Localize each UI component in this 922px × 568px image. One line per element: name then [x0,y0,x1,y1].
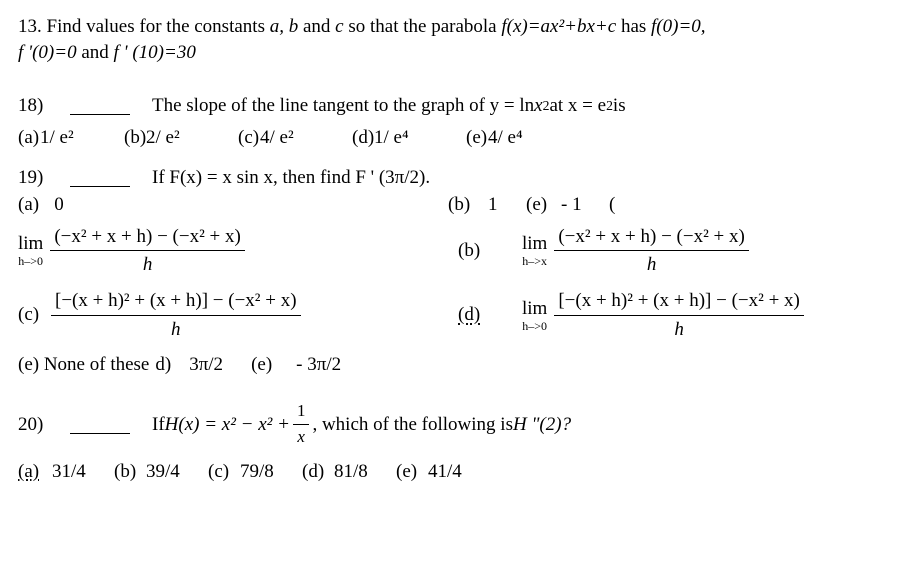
den-d: h [554,316,804,343]
lim-sub-a: h–>0 [18,255,43,267]
q20-text2: , which of the following is [312,412,513,438]
q19-bv: 1 [488,192,526,218]
q19-b: (b) [448,192,488,218]
q20-cv: 79/8 [240,459,302,485]
q19-av: 0 [40,192,78,218]
q18-e: (e) [466,125,488,151]
q18-x2: x [534,93,542,119]
num-a: (−x² + x + h) − (−x² + x) [50,224,245,252]
q13-line2a: f '(0)=0 [18,42,77,63]
blank-20 [70,418,130,433]
question-18: 18) The slope of the line tangent to the… [18,93,904,150]
lim-label-d: lim [522,299,547,318]
q13-line1c: so that the parabola [344,16,502,37]
q19-limit-b: (b) lim h–>x (−x² + x + h) − (−x² + x) h [458,224,878,278]
q19-ev: - 1 [561,192,609,218]
q19-text: If F(x) = x sin x, then find F ' (3π/2). [152,165,430,191]
lim-sub-d: h–>0 [522,320,547,332]
blank-18 [70,100,130,115]
q13-line1b: and [298,16,335,37]
den-a: h [50,251,245,278]
q18-num: 18) [18,93,66,119]
q20-frac-den: x [293,425,310,449]
q18-a: (a) [18,125,40,151]
num-b: (−x² + x + h) − (−x² + x) [554,224,749,252]
q18-ev: 4/ e⁴ [488,125,523,151]
q19-e2: (e) [251,352,272,378]
q13-line1a: 13. Find values for the constants [18,16,270,37]
lim-label-a: lim [18,234,43,253]
num-d: [−(x + h)² + (x + h)] − (−x² + x) [554,288,804,316]
q18-dv: 1/ e⁴ [374,125,442,151]
den-b: h [554,251,749,278]
q20-frac-num: 1 [293,400,310,425]
blank-19 [70,171,130,186]
den-c: h [51,316,301,343]
q18-b: (b) [124,125,146,151]
q19-d2: d) [155,352,171,378]
q13-line2c: f ' (10)=30 [114,42,196,63]
q18-cv: 4/ e² [260,125,328,151]
q19-d: (d) [458,304,480,325]
q20-av: 31/4 [52,459,114,485]
q19-none: (e) None of these [18,352,149,378]
q18-text1: The slope of the line tangent to the gra… [152,93,534,119]
q18-c: (c) [238,125,260,151]
q18-av: 1/ e² [40,125,100,151]
q19-num: 19) [18,165,66,191]
q13-fx: f(x)=ax²+bx+c [501,16,616,37]
q20-d: (d) [302,459,334,485]
question-20: 20) If H(x) = x² − x² + 1 x , which of t… [18,400,904,485]
q13-f0: f(0)=0, [651,16,706,37]
lim-sub-b: h–>x [522,255,547,267]
q19-limit-d: (d) lim h–>0 [−(x + h)² + (x + h)] − (−x²… [458,288,878,342]
q19-limit-c: (c) [−(x + h)² + (x + h)] − (−x² + x) h [18,288,458,342]
q20-bv: 39/4 [146,459,208,485]
q13-line2b: and [77,42,114,63]
q20-num: 20) [18,412,66,438]
q19-a: (a) [18,192,40,218]
q19-c: (c) [18,302,48,328]
q19-paren: ( [609,192,615,218]
q20-text1: If [152,412,165,438]
q13-abc: a, b [270,16,299,37]
q19-limit-a: lim h–>0 (−x² + x + h) − (−x² + x) h [18,224,458,278]
q20-e: (e) [396,459,428,485]
q19-d2v: 3π/2 [189,352,223,378]
question-13: 13. Find values for the constants a, b a… [18,14,904,65]
q18-text3: is [613,93,626,119]
num-c: [−(x + h)² + (x + h)] − (−x² + x) [51,288,301,316]
q19-e2v: - 3π/2 [296,352,341,378]
question-19: 19) If F(x) = x sin x, then find F ' (3π… [18,165,904,378]
q20-c: (c) [208,459,240,485]
q20-Hx: H(x) = x² − x² + [165,412,290,438]
q20-a: (a) [18,461,39,482]
q18-d: (d) [352,125,374,151]
q20-b: (b) [114,459,146,485]
q13-line1d: has [616,16,651,37]
q20-ev: 41/4 [428,459,462,485]
q20-H2: H "(2)? [513,412,571,438]
q18-bv: 2/ e² [146,125,214,151]
q19-e: (e) [526,192,561,218]
q18-text2: at x = e [549,93,606,119]
q19-b2: (b) [458,238,498,264]
q13-c: c [335,16,343,37]
q20-dv: 81/8 [334,459,396,485]
lim-label-b: lim [522,234,547,253]
